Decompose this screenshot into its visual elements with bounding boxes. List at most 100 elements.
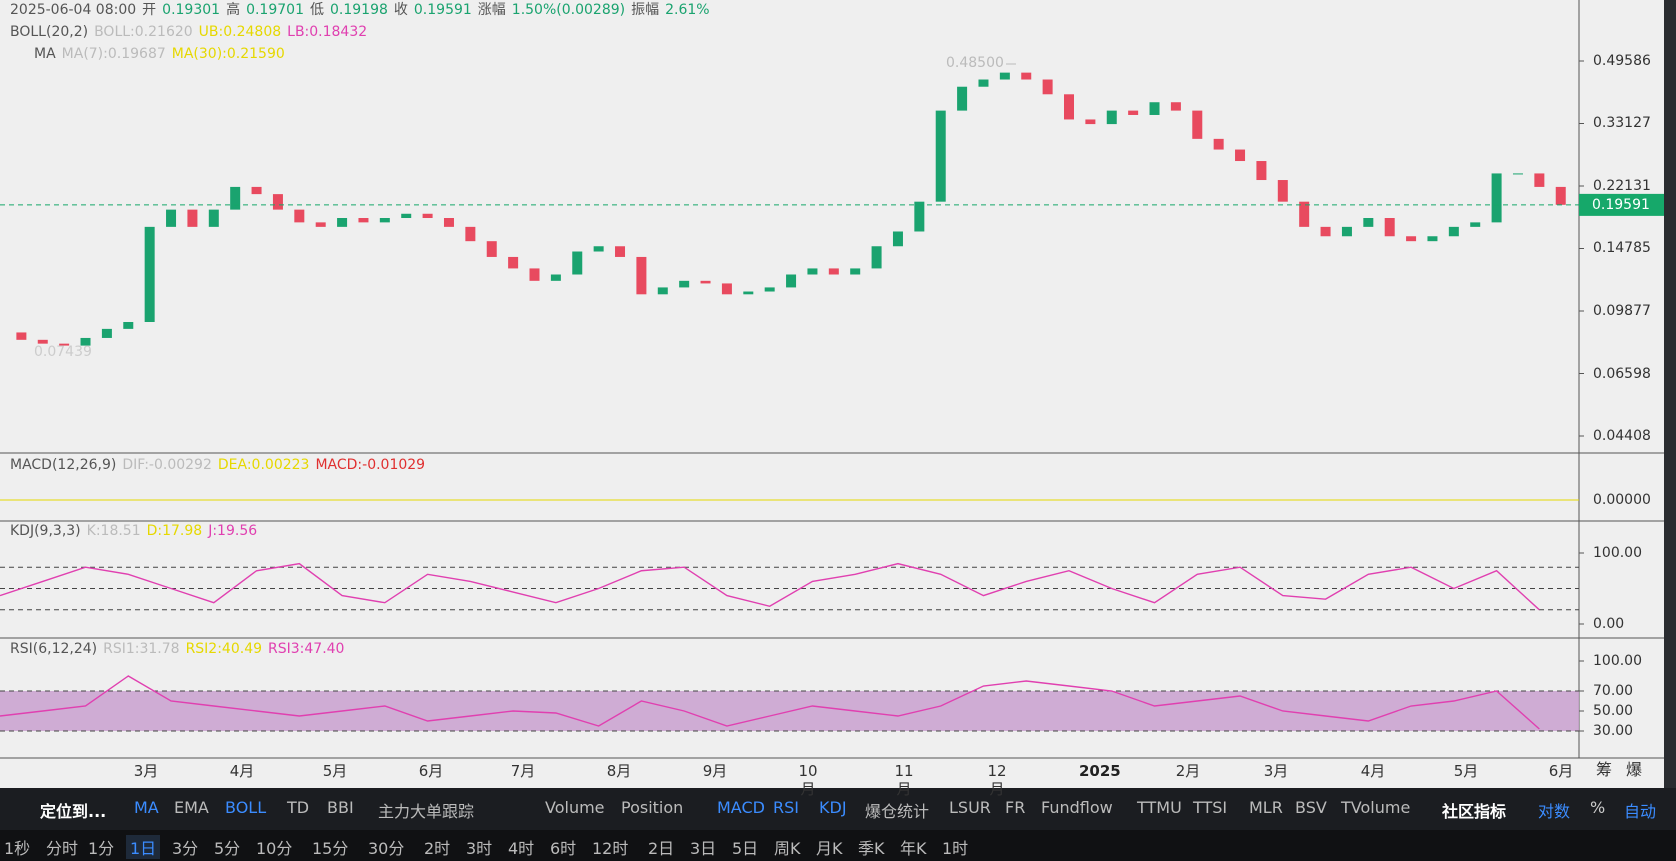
indicator-button[interactable]: MLR	[1249, 798, 1283, 817]
timeframe-button[interactable]: 6时	[550, 839, 577, 858]
indicator-button[interactable]: EMA	[174, 798, 209, 817]
timeframe-button[interactable]: 30分	[368, 839, 405, 858]
indicator-button[interactable]: TVolume	[1341, 798, 1411, 817]
indicator-button[interactable]: BSV	[1295, 798, 1327, 817]
indicator-button[interactable]: TTSI	[1193, 798, 1228, 817]
candle	[593, 246, 604, 252]
candle	[123, 321, 134, 329]
candle	[401, 213, 412, 219]
timeframe-button[interactable]: 3时	[466, 839, 493, 858]
indicator-name: MACD(12,26,9)	[10, 457, 117, 473]
timeframe-button[interactable]: 2日	[648, 839, 675, 858]
candle	[230, 186, 241, 210]
value: 0.19301	[162, 2, 221, 18]
indicator-button[interactable]: 主力大单跟踪	[378, 802, 475, 821]
timeframe-button[interactable]: 1时	[942, 839, 969, 858]
ma-row: MA MA(7):0.19687 MA(30):0.21590	[34, 44, 285, 64]
timeframe-button[interactable]: 1分	[88, 839, 115, 858]
auto-toggle[interactable]: 自动	[1624, 802, 1657, 821]
candle	[892, 231, 903, 247]
candle	[1341, 226, 1352, 237]
timeframe-button[interactable]: 5分	[214, 839, 241, 858]
indicator-button[interactable]: Fundflow	[1041, 798, 1113, 817]
candle	[465, 226, 476, 242]
timeframe-button[interactable]: 15分	[312, 839, 349, 858]
label: 振幅	[631, 2, 660, 18]
timeframe-button[interactable]: 4时	[508, 839, 535, 858]
timeframe-button[interactable]: 周K	[774, 839, 801, 858]
value: J:19.56	[208, 523, 258, 539]
candle	[1128, 110, 1139, 115]
y-tick-label: 0.00	[1593, 616, 1625, 632]
indicator-name: MA	[34, 46, 56, 62]
candle	[721, 283, 732, 295]
locate-button[interactable]: 定位到...	[40, 802, 107, 821]
value: D:17.98	[146, 523, 203, 539]
indicator-button[interactable]: BBI	[327, 798, 354, 817]
timeframe-button[interactable]: 月K	[816, 839, 843, 858]
candle	[294, 209, 305, 223]
timeframe-button[interactable]: 10分	[256, 839, 293, 858]
timeframe-button[interactable]: 年K	[900, 839, 927, 858]
log-toggle[interactable]: 对数	[1538, 802, 1571, 821]
value: DEA:0.00223	[217, 457, 310, 473]
y-tick-label: 30.00	[1593, 723, 1634, 739]
indicator-button[interactable]: MA	[134, 798, 159, 817]
indicator-line	[0, 675, 1540, 730]
label: 收	[393, 2, 408, 18]
indicator-button[interactable]: Volume	[545, 798, 605, 817]
indicator-button[interactable]: TTMU	[1137, 798, 1182, 817]
indicator-button[interactable]: MACD	[717, 798, 765, 817]
timeframe-button[interactable]: 1日	[126, 835, 161, 859]
current-price-label: 0.19591	[1592, 196, 1650, 213]
x-tick-label: 3月	[133, 762, 159, 780]
candle	[935, 110, 946, 202]
timeframe-button[interactable]: 1秒	[4, 839, 31, 858]
indicator-button[interactable]: Position	[621, 798, 684, 817]
candle	[1470, 222, 1481, 227]
value: DIF:-0.00292	[122, 457, 212, 473]
x-tick-label: 2025	[1079, 762, 1121, 780]
candle	[1299, 201, 1310, 227]
community-button[interactable]: 社区指标	[1442, 802, 1507, 821]
candle	[764, 287, 775, 292]
x-tick-label: 7月	[510, 762, 536, 780]
value: 0.19591	[413, 2, 472, 18]
candle	[1427, 236, 1438, 242]
percent-toggle[interactable]: %	[1590, 798, 1606, 817]
timeframe-button[interactable]: 2时	[424, 839, 451, 858]
indicator-button[interactable]: RSI	[773, 798, 799, 817]
candle	[59, 343, 70, 346]
candle	[1384, 218, 1395, 237]
candle	[1448, 226, 1459, 237]
indicator-button[interactable]: FR	[1005, 798, 1026, 817]
indicator-button[interactable]: BOLL	[225, 798, 267, 817]
indicator-line	[0, 562, 1540, 611]
y-tick-label: 0.33127	[1593, 115, 1651, 132]
value: 1.50%(0.00289)	[511, 2, 626, 18]
candle	[1320, 226, 1331, 237]
indicator-name: KDJ(9,3,3)	[10, 523, 81, 539]
x-tick-label: 8月	[606, 762, 632, 780]
candle	[807, 268, 818, 275]
timeframe-button[interactable]: 季K	[858, 839, 885, 858]
indicator-button[interactable]: 爆仓统计	[865, 802, 930, 821]
timeframe-button[interactable]: 分时	[46, 839, 79, 858]
candle	[144, 226, 155, 322]
timeframe-button[interactable]: 3日	[690, 839, 717, 858]
y-tick-label: 0.22131	[1593, 177, 1651, 194]
right-strip	[1664, 0, 1676, 788]
value: 0.19198	[329, 2, 388, 18]
candle	[1363, 218, 1374, 227]
indicator-button[interactable]: LSUR	[949, 798, 991, 817]
indicator-button[interactable]: KDJ	[819, 798, 847, 817]
value: 2.61%	[665, 2, 710, 18]
timeframe-button[interactable]: 3分	[172, 839, 199, 858]
candle	[679, 280, 690, 288]
indicator-button[interactable]: TD	[287, 798, 310, 817]
value: LB:0.18432	[287, 24, 368, 40]
timeframe-button[interactable]: 5日	[732, 839, 759, 858]
candle	[358, 218, 369, 223]
value: RSI3:47.40	[268, 641, 345, 657]
timeframe-button[interactable]: 12时	[592, 839, 629, 858]
